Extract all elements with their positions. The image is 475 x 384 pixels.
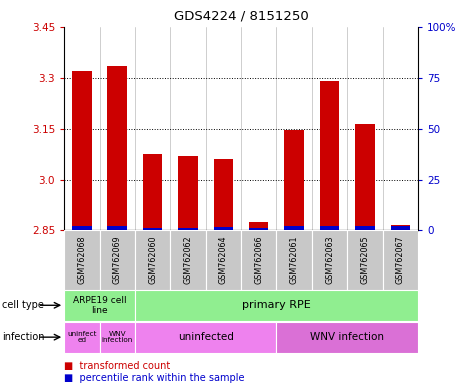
Text: GSM762060: GSM762060 — [148, 236, 157, 285]
Text: WNV
infection: WNV infection — [102, 331, 133, 343]
Text: ■  transformed count: ■ transformed count — [64, 361, 171, 371]
Bar — [347, 230, 383, 290]
Bar — [390, 225, 410, 230]
Text: GSM762061: GSM762061 — [290, 236, 299, 285]
Text: GSM762064: GSM762064 — [219, 236, 228, 285]
Text: uninfected: uninfected — [178, 332, 234, 342]
Text: GSM762065: GSM762065 — [361, 236, 370, 285]
Bar — [72, 226, 92, 230]
Bar — [99, 230, 135, 290]
Bar — [135, 230, 171, 290]
Bar — [206, 230, 241, 290]
Bar — [143, 228, 162, 230]
Bar — [64, 230, 100, 290]
Title: GDS4224 / 8151250: GDS4224 / 8151250 — [174, 10, 308, 23]
Bar — [135, 290, 418, 321]
Bar — [214, 227, 233, 230]
Text: primary RPE: primary RPE — [242, 300, 311, 310]
Text: GSM762069: GSM762069 — [113, 236, 122, 285]
Bar — [276, 230, 312, 290]
Text: uninfect
ed: uninfect ed — [67, 331, 96, 343]
Bar — [135, 322, 276, 353]
Bar — [241, 230, 276, 290]
Bar — [355, 226, 375, 230]
Bar — [178, 228, 198, 230]
Text: WNV infection: WNV infection — [310, 332, 384, 342]
Text: GSM762066: GSM762066 — [254, 236, 263, 285]
Bar — [178, 156, 198, 230]
Bar — [355, 124, 375, 230]
Text: GSM762067: GSM762067 — [396, 236, 405, 285]
Bar — [320, 226, 339, 230]
Bar — [143, 154, 162, 230]
Text: ■  percentile rank within the sample: ■ percentile rank within the sample — [64, 373, 245, 383]
Bar — [170, 230, 206, 290]
Bar — [320, 81, 339, 230]
Bar — [107, 66, 127, 230]
Bar — [276, 322, 418, 353]
Bar — [100, 322, 135, 353]
Bar — [249, 228, 268, 230]
Bar — [64, 322, 100, 353]
Text: cell type: cell type — [2, 300, 44, 310]
Bar — [383, 230, 418, 290]
Bar — [107, 226, 127, 230]
Bar — [64, 290, 135, 321]
Text: GSM762063: GSM762063 — [325, 236, 334, 285]
Bar — [249, 222, 268, 230]
Text: GSM762068: GSM762068 — [77, 236, 86, 285]
Bar — [285, 226, 304, 230]
Text: GSM762062: GSM762062 — [183, 236, 192, 285]
Bar — [214, 159, 233, 230]
Bar — [285, 130, 304, 230]
Bar — [390, 226, 410, 230]
Bar — [72, 71, 92, 230]
Bar — [312, 230, 347, 290]
Text: infection: infection — [2, 332, 45, 342]
Text: ARPE19 cell
line: ARPE19 cell line — [73, 296, 126, 315]
